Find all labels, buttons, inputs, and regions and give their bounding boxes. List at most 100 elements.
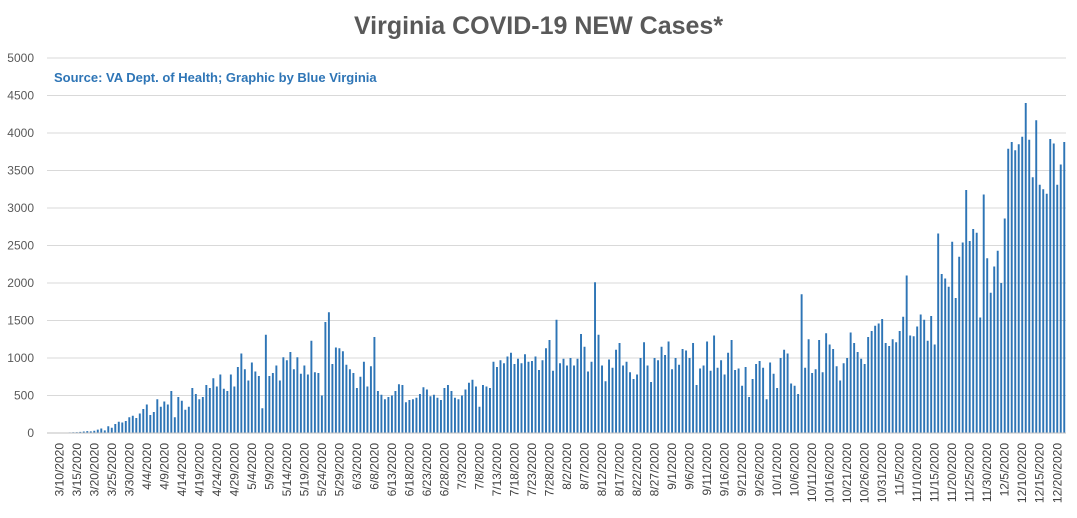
x-tick-label: 6/8/2020 [367, 443, 381, 490]
bar [510, 352, 512, 433]
x-tick-label: 8/22/2020 [630, 443, 644, 497]
bar [362, 361, 365, 433]
bar [247, 380, 250, 433]
bar [142, 409, 145, 433]
bar [975, 232, 978, 433]
bar [779, 358, 782, 433]
bar [706, 341, 709, 433]
bar [618, 343, 621, 433]
bar [695, 385, 698, 433]
bar [243, 369, 246, 433]
bar [268, 376, 271, 433]
bar [828, 344, 831, 433]
bar [937, 233, 940, 433]
bar [832, 349, 835, 433]
bar [699, 368, 702, 433]
x-tick-label: 3/30/2020 [122, 443, 136, 497]
bar [282, 357, 285, 433]
bar [993, 266, 996, 433]
bar [653, 358, 656, 433]
bar [170, 391, 173, 433]
bar [905, 275, 908, 433]
bar [590, 361, 593, 433]
bar [110, 427, 113, 433]
bar [397, 384, 400, 433]
bar [296, 357, 299, 433]
bar [198, 399, 201, 433]
x-tick-label: 5/4/2020 [245, 443, 259, 490]
bar [240, 353, 243, 433]
bar [716, 367, 719, 433]
bar [478, 406, 481, 433]
bar [625, 361, 628, 433]
bar [499, 360, 502, 433]
bar [79, 431, 82, 434]
x-tick-label: 4/14/2020 [175, 443, 189, 497]
bar [156, 399, 159, 433]
x-tick-label: 9/6/2020 [683, 443, 697, 490]
bar [1007, 148, 1010, 433]
bar [222, 388, 225, 433]
bar [334, 347, 337, 433]
bar [951, 241, 954, 433]
x-tick-label: 10/1/2020 [770, 443, 784, 497]
x-tick-label: 7/18/2020 [507, 443, 521, 497]
bar [723, 374, 726, 433]
bar [657, 360, 660, 433]
bar [446, 385, 449, 433]
x-tick-label: 10/31/2020 [875, 443, 889, 503]
y-tick-label: 2000 [7, 276, 34, 290]
y-tick-label: 0 [27, 426, 34, 440]
y-tick-label: 2500 [7, 239, 34, 253]
bar [534, 356, 537, 433]
bar [895, 342, 898, 433]
bar [594, 282, 596, 433]
x-tick-label: 7/8/2020 [472, 443, 486, 490]
bar [965, 190, 968, 433]
bar [926, 340, 929, 433]
bar [138, 413, 141, 433]
bar [93, 430, 96, 433]
bar [107, 426, 110, 433]
bar [352, 373, 355, 433]
bar [348, 369, 351, 433]
x-tick-label: 5/29/2020 [332, 443, 346, 497]
bar [573, 365, 575, 433]
bar [604, 381, 607, 433]
bar [643, 342, 646, 433]
bar [702, 365, 705, 433]
bar [989, 292, 992, 433]
bar [776, 388, 779, 433]
bar [520, 363, 523, 433]
bar [933, 344, 936, 433]
bar [811, 373, 814, 433]
chart-title: Virginia COVID-19 NEW Cases* [353, 12, 724, 40]
bar [1035, 120, 1038, 433]
x-tick-label: 4/29/2020 [227, 443, 241, 497]
bar [271, 373, 274, 433]
bar [236, 367, 239, 433]
bar [376, 391, 379, 433]
bar [331, 364, 334, 433]
bar [89, 431, 92, 433]
x-tick-label: 9/16/2020 [718, 443, 732, 497]
bar [804, 367, 807, 433]
bar [916, 326, 919, 433]
bar [580, 334, 582, 433]
x-tick-label: 4/9/2020 [157, 443, 171, 490]
bar [632, 379, 635, 433]
bar [429, 396, 432, 433]
bars [47, 103, 1066, 434]
x-tick-label: 3/25/2020 [105, 443, 119, 497]
bar [191, 388, 194, 433]
bar [639, 358, 642, 433]
bar [1042, 189, 1045, 433]
bar [264, 334, 267, 433]
bar [678, 364, 681, 433]
bar [881, 319, 884, 433]
bar [667, 341, 670, 433]
bar [622, 365, 624, 433]
x-tick-label: 3/15/2020 [70, 443, 84, 497]
bar [121, 422, 124, 433]
